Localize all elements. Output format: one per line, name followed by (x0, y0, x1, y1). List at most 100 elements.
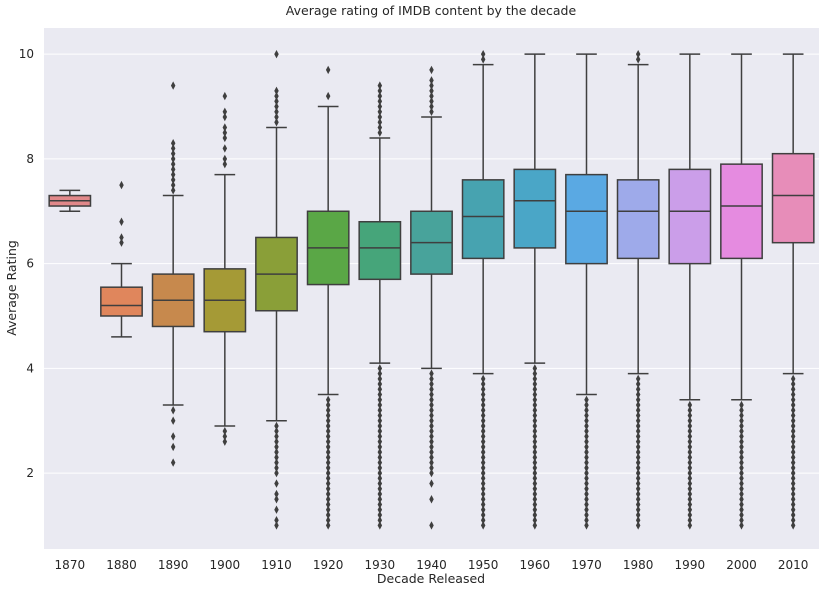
outlier-point (377, 91, 383, 101)
box-1990 (668, 53, 712, 530)
outlier-point (687, 400, 693, 410)
outlier-point (429, 390, 434, 399)
outlier-point (325, 505, 331, 514)
outlier-point (739, 510, 744, 520)
outlier-point (377, 510, 383, 520)
outlier-point (377, 379, 383, 389)
outlier-point (584, 458, 589, 467)
outlier-point (480, 421, 486, 431)
outlier-point (532, 426, 538, 436)
outlier-point (635, 395, 641, 404)
outlier-point (429, 385, 434, 394)
outlier-point (429, 447, 434, 457)
outlier-point (170, 144, 176, 153)
outlier-point (584, 484, 589, 493)
outlier-point (119, 238, 124, 247)
outlier-point (790, 505, 796, 514)
outlier-point (377, 500, 383, 509)
outlier-point (325, 421, 331, 431)
outlier-point (532, 500, 538, 509)
outlier-point (377, 505, 383, 514)
outlier-point (739, 432, 744, 441)
x-tick-label: 1960 (520, 558, 551, 572)
outlier-point (790, 432, 796, 441)
outlier-point (790, 416, 796, 425)
outlier-point (325, 500, 331, 509)
y-tick-label: 6 (26, 257, 34, 271)
x-tick-label: 1970 (571, 558, 602, 572)
outlier-point (119, 180, 124, 190)
box-1870 (48, 189, 92, 213)
outlier-point (480, 55, 486, 64)
outlier-point (429, 395, 434, 404)
outlier-point (584, 432, 589, 441)
outlier-point (170, 186, 176, 195)
box-1900 (203, 91, 247, 446)
outlier-point (584, 406, 589, 415)
outlier-point (739, 474, 744, 483)
outlier-point (377, 102, 383, 111)
outlier-point (480, 463, 486, 473)
outlier-point (635, 406, 641, 415)
outlier-point (325, 521, 331, 530)
outlier-point (429, 107, 434, 116)
outlier-point (790, 395, 796, 404)
outlier-point (790, 474, 796, 483)
outlier-point (584, 437, 589, 446)
outlier-point (635, 479, 641, 488)
outlier-point (274, 49, 279, 59)
outlier-point (532, 416, 538, 425)
outlier-point (532, 421, 538, 431)
outlier-point (687, 479, 693, 488)
outlier-point (790, 447, 796, 457)
outlier-point (170, 159, 176, 169)
box-1880 (100, 180, 143, 338)
outlier-point (584, 421, 589, 431)
x-tick-label: 1950 (468, 558, 499, 572)
outlier-point (274, 107, 279, 116)
outlier-point (480, 453, 486, 462)
outlier-point (480, 432, 486, 441)
outlier-point (532, 510, 538, 520)
outlier-point (687, 447, 693, 457)
outlier-point (584, 416, 589, 425)
outlier-point (325, 479, 331, 488)
outlier-point (584, 489, 589, 499)
outlier-point (480, 489, 486, 499)
outlier-point (584, 510, 589, 520)
outlier-point (480, 474, 486, 483)
outlier-point (429, 65, 434, 75)
outlier-point (429, 426, 434, 436)
outlier-point (532, 406, 538, 415)
outlier-point (274, 102, 279, 111)
outlier-point (222, 426, 228, 436)
outlier-point (532, 484, 538, 493)
outlier-point (377, 495, 383, 504)
outlier-point (532, 432, 538, 441)
outlier-point (429, 97, 434, 106)
outlier-point (635, 421, 641, 431)
outlier-point (429, 81, 434, 90)
outlier-point (377, 97, 383, 106)
outlier-point (119, 217, 124, 226)
outlier-point (739, 484, 744, 493)
outlier-point (429, 521, 434, 530)
box-1970 (565, 53, 608, 530)
x-tick-label: 1910 (261, 558, 292, 572)
outlier-point (790, 379, 796, 389)
outlier-point (790, 516, 796, 525)
x-tick-label: 1880 (106, 558, 137, 572)
outlier-point (429, 479, 434, 488)
outlier-point (739, 463, 744, 473)
outlier-point (790, 479, 796, 488)
box-2010 (771, 53, 815, 530)
outlier-point (635, 453, 641, 462)
box-iqr (565, 173, 608, 265)
outlier-point (739, 406, 744, 415)
outlier-point (377, 468, 383, 478)
outlier-point (274, 442, 279, 452)
outlier-point (429, 91, 434, 101)
outlier-point (635, 468, 641, 478)
outlier-point (687, 484, 693, 493)
outlier-point (687, 500, 693, 509)
